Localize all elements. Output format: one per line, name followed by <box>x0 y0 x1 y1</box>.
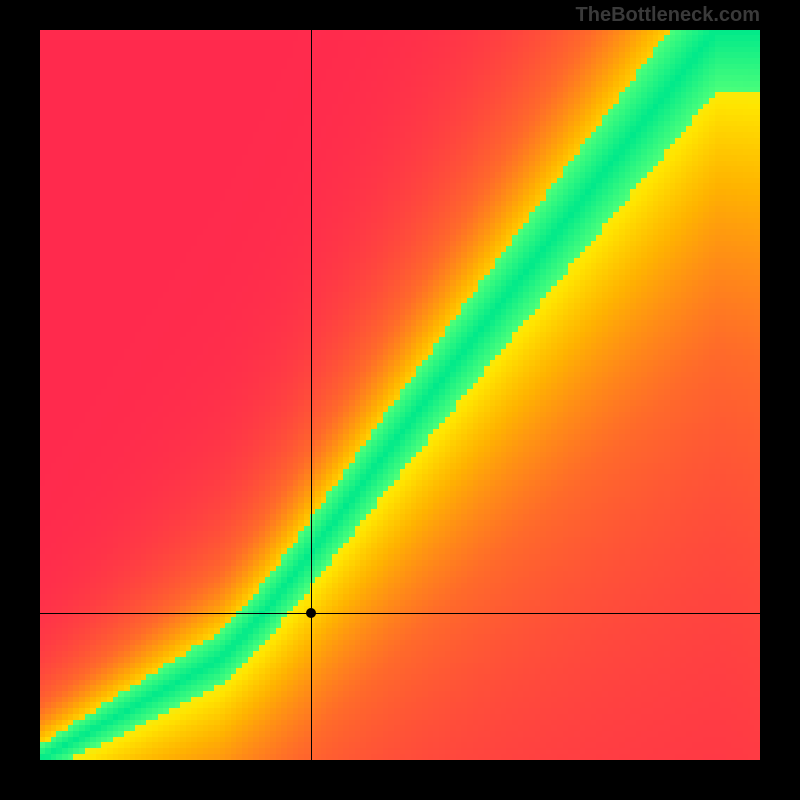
crosshair-vertical <box>311 30 312 760</box>
bottleneck-heatmap <box>40 30 760 760</box>
selection-marker[interactable] <box>306 608 316 618</box>
plot-area <box>40 30 760 760</box>
crosshair-horizontal <box>40 613 760 614</box>
watermark-text: TheBottleneck.com <box>576 4 760 27</box>
